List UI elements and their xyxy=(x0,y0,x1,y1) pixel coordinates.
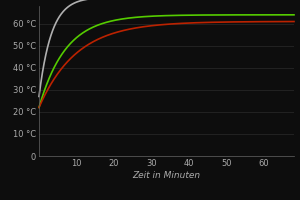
X-axis label: Zeit in Minuten: Zeit in Minuten xyxy=(132,171,201,180)
